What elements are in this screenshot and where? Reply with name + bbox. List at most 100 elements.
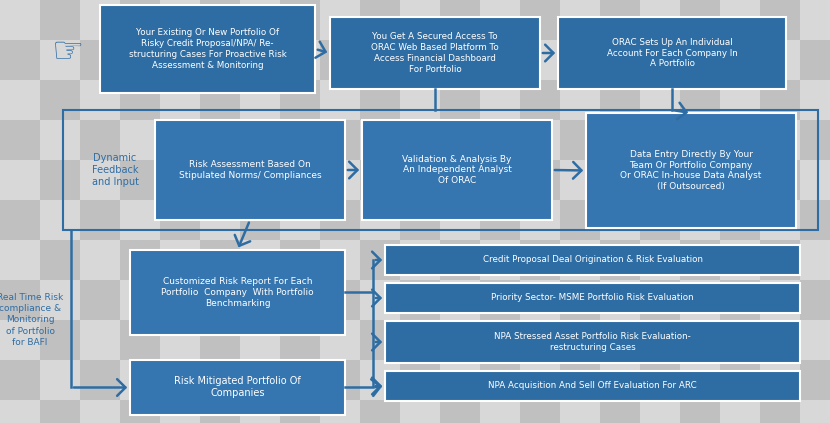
Bar (200, 200, 240, 240)
Bar (0, 40, 40, 80)
Bar (360, 360, 400, 400)
Bar (120, 200, 160, 240)
Text: NPA Acquisition And Sell Off Evaluation For ARC: NPA Acquisition And Sell Off Evaluation … (488, 382, 697, 390)
Bar (600, 200, 640, 240)
Bar (240, 360, 280, 400)
Bar (440, 160, 480, 200)
Bar (640, 0, 680, 40)
Bar (640, 320, 680, 360)
Bar (240, 320, 280, 360)
Bar (320, 160, 360, 200)
Bar (360, 0, 400, 40)
Bar (360, 240, 400, 280)
Bar (680, 240, 720, 280)
Bar (560, 160, 600, 200)
Bar (600, 0, 640, 40)
Bar (200, 160, 240, 200)
Bar (80, 240, 120, 280)
Bar (640, 360, 680, 400)
Bar (0, 0, 40, 40)
Bar (680, 360, 720, 400)
Bar (280, 160, 320, 200)
Bar (320, 320, 360, 360)
Bar (480, 360, 520, 400)
Bar (40, 120, 80, 160)
Bar (160, 40, 200, 80)
Bar (40, 200, 80, 240)
Bar (760, 200, 800, 240)
Bar (160, 240, 200, 280)
Bar (80, 200, 120, 240)
Bar (360, 80, 400, 120)
Bar (520, 400, 560, 423)
Bar (280, 40, 320, 80)
Bar (560, 320, 600, 360)
Bar (0, 360, 40, 400)
Text: Priority Sector- MSME Portfolio Risk Evaluation: Priority Sector- MSME Portfolio Risk Eva… (491, 294, 694, 302)
Bar (560, 40, 600, 80)
Bar (720, 280, 760, 320)
Bar (240, 0, 280, 40)
Bar (440, 400, 480, 423)
Bar (160, 160, 200, 200)
FancyBboxPatch shape (385, 321, 800, 363)
Bar (400, 360, 440, 400)
Bar (560, 0, 600, 40)
Bar (0, 320, 40, 360)
Bar (80, 40, 120, 80)
FancyBboxPatch shape (100, 5, 315, 93)
Bar (160, 320, 200, 360)
Bar (160, 0, 200, 40)
Bar (680, 80, 720, 120)
Bar (120, 160, 160, 200)
Bar (240, 200, 280, 240)
Bar (40, 40, 80, 80)
Bar (360, 280, 400, 320)
Bar (440, 240, 480, 280)
Bar (400, 240, 440, 280)
Bar (800, 360, 830, 400)
Bar (560, 400, 600, 423)
Bar (600, 320, 640, 360)
FancyBboxPatch shape (362, 120, 552, 220)
Bar (320, 80, 360, 120)
Bar (120, 0, 160, 40)
Bar (640, 40, 680, 80)
Bar (520, 240, 560, 280)
Bar (720, 320, 760, 360)
Bar (240, 120, 280, 160)
Bar (400, 200, 440, 240)
Bar (320, 200, 360, 240)
Bar (40, 160, 80, 200)
Bar (280, 120, 320, 160)
Bar (120, 40, 160, 80)
Text: Real Time Risk
compliance &
Monitoring
of Portfolio
for BAFI: Real Time Risk compliance & Monitoring o… (0, 293, 63, 347)
Bar (520, 120, 560, 160)
Bar (680, 280, 720, 320)
Bar (0, 400, 40, 423)
Bar (760, 240, 800, 280)
Bar (120, 360, 160, 400)
FancyBboxPatch shape (130, 250, 345, 335)
Bar (760, 360, 800, 400)
Bar (640, 280, 680, 320)
Bar (480, 320, 520, 360)
Text: Validation & Analysis By
An Independent Analyst
Of ORAC: Validation & Analysis By An Independent … (403, 155, 511, 185)
Bar (40, 80, 80, 120)
Bar (200, 280, 240, 320)
Bar (800, 400, 830, 423)
Bar (640, 120, 680, 160)
Bar (200, 120, 240, 160)
Bar (360, 160, 400, 200)
Bar (400, 160, 440, 200)
Bar (80, 320, 120, 360)
Bar (640, 240, 680, 280)
Bar (160, 400, 200, 423)
Text: Data Entry Directly By Your
Team Or Portfolio Company
Or ORAC In-house Data Anal: Data Entry Directly By Your Team Or Port… (620, 150, 762, 191)
Bar (400, 320, 440, 360)
Bar (720, 160, 760, 200)
Bar (400, 400, 440, 423)
Bar (120, 280, 160, 320)
Bar (0, 80, 40, 120)
Bar (800, 240, 830, 280)
